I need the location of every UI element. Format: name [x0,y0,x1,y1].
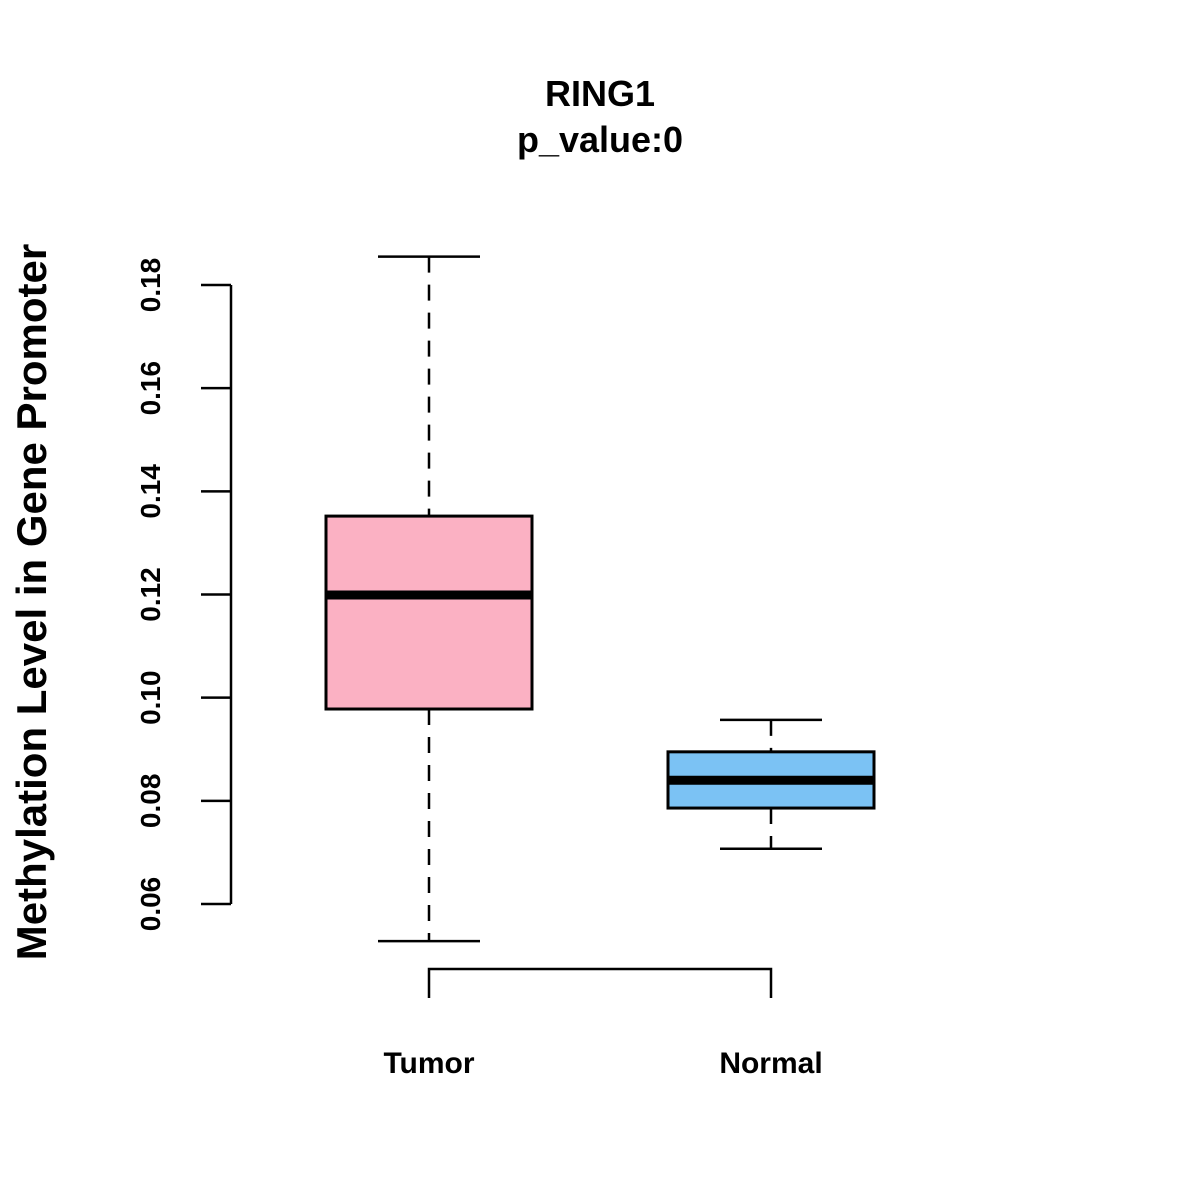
x-label-tumor: Tumor [383,1047,474,1080]
comparison-bracket [427,967,773,998]
box-normal [666,718,876,851]
x-label-normal: Normal [719,1047,822,1080]
bracket-line [427,967,773,998]
boxes [324,255,876,943]
box-body [324,514,534,711]
y-axis: 0.06 0.08 0.10 0.12 0.14 0.16 0.18 [135,258,233,932]
x-axis-labels: Tumor Normal [383,1047,822,1080]
y-axis-title: Methylation Level in Gene Promoter [8,244,55,960]
chart-subtitle: p_value:0 [517,119,683,160]
y-tick-label: 0.06 [135,877,166,932]
y-tick-label: 0.12 [135,567,166,622]
y-tick-label: 0.08 [135,774,166,829]
y-tick-label: 0.10 [135,670,166,725]
box-tumor [324,255,534,943]
y-tick-label: 0.14 [135,464,166,519]
y-tick-label: 0.16 [135,361,166,416]
chart-title: RING1 [545,73,655,114]
y-tick-label: 0.18 [135,258,166,313]
